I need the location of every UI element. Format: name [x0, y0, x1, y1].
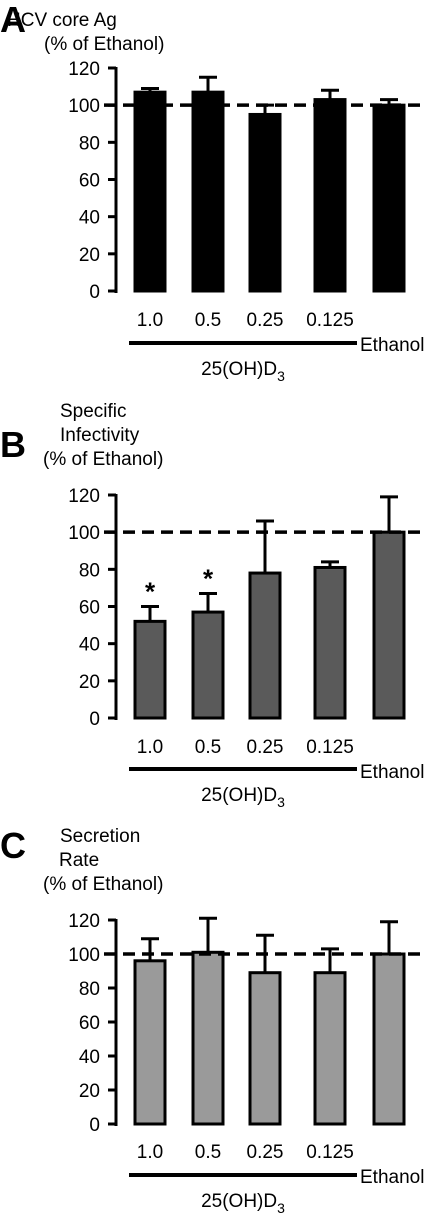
significance-marker: * — [203, 563, 214, 593]
y-tick-label: 0 — [89, 1115, 100, 1136]
y-tick-label: 60 — [79, 598, 100, 619]
bar — [248, 112, 282, 293]
x-tick-label: 0.125 — [306, 1142, 354, 1163]
y-tick-label: 20 — [79, 672, 100, 693]
bar — [191, 610, 225, 720]
bar — [372, 952, 406, 1126]
y-tick-label: 20 — [79, 1081, 100, 1102]
x-tick-label: 0.125 — [306, 310, 354, 331]
y-tick-label: 60 — [79, 171, 100, 192]
group-label: 25(OH)D3 — [201, 1191, 285, 1216]
y-tick-label: 80 — [79, 560, 100, 581]
y-axis-label: Secretion — [60, 826, 140, 847]
x-tick-label: 1.0 — [137, 1142, 163, 1163]
x-tick-label: 0.25 — [247, 737, 284, 758]
bar — [133, 90, 167, 293]
y-axis-label: Specific — [60, 401, 127, 422]
group-label: 25(OH)D3 — [201, 785, 285, 810]
x-tick-label: 0.25 — [247, 1142, 284, 1163]
y-tick-label: 0 — [89, 709, 100, 730]
group-label-subscript: 3 — [277, 794, 285, 810]
y-axis-label: (% of Ethanol) — [43, 449, 163, 470]
bar — [313, 98, 347, 293]
y-tick-label: 80 — [79, 133, 100, 154]
x-tick-label: 0.5 — [195, 737, 221, 758]
y-axis-label: Rate — [59, 850, 99, 871]
panel-letter: A — [0, 0, 26, 40]
bar — [191, 950, 225, 1126]
y-tick-label: 80 — [79, 979, 100, 1000]
x-tick-label: 0.25 — [247, 310, 284, 331]
y-axis-label: HCV core Ag — [7, 10, 117, 31]
y-tick-label: 120 — [68, 59, 100, 80]
y-tick-label: 40 — [79, 208, 100, 229]
bar — [133, 959, 167, 1126]
y-tick-label: 100 — [68, 945, 100, 966]
y-axis-label: Infectivity — [60, 425, 140, 446]
y-tick-label: 100 — [68, 96, 100, 117]
bar — [248, 571, 282, 720]
group-label-subscript: 3 — [277, 1200, 285, 1216]
y-axis-label: (% of Ethanol) — [43, 874, 163, 895]
bar — [372, 530, 406, 720]
bar — [191, 90, 225, 293]
bar — [133, 619, 167, 720]
y-tick-label: 120 — [68, 486, 100, 507]
y-tick-label: 60 — [79, 1013, 100, 1034]
y-tick-label: 120 — [68, 911, 100, 932]
x-tick-label: Ethanol — [360, 335, 424, 356]
x-tick-label: Ethanol — [360, 1167, 424, 1188]
significance-marker: * — [145, 577, 156, 607]
chart-panel-b: B Specific Infectivity (% of Ethanol) * * 0 20 4… — [0, 401, 424, 810]
bar — [372, 103, 406, 293]
x-tick-label: 0.5 — [195, 310, 221, 331]
x-tick-label: 1.0 — [137, 737, 163, 758]
y-tick-label: 100 — [68, 523, 100, 544]
y-tick-label: 0 — [89, 282, 100, 303]
bar — [248, 971, 282, 1126]
x-tick-label: 1.0 — [137, 310, 163, 331]
panel-letter: B — [0, 424, 26, 465]
panel-letter: C — [0, 825, 26, 866]
y-axis-label: (% of Ethanol) — [44, 34, 164, 55]
x-tick-label: 0.125 — [306, 737, 354, 758]
x-tick-label: Ethanol — [360, 762, 424, 783]
group-label: 25(OH)D3 — [201, 359, 285, 384]
x-tick-label: 0.5 — [195, 1142, 221, 1163]
y-tick-label: 20 — [79, 245, 100, 266]
bar — [313, 565, 347, 720]
y-tick-label: 40 — [79, 1047, 100, 1068]
y-tick-label: 40 — [79, 635, 100, 656]
group-label-subscript: 3 — [277, 368, 285, 384]
bar — [313, 971, 347, 1126]
chart-panel-c: C Secretion Rate (% of Ethanol) 0 20 40 60 80 100… — [0, 825, 424, 1216]
